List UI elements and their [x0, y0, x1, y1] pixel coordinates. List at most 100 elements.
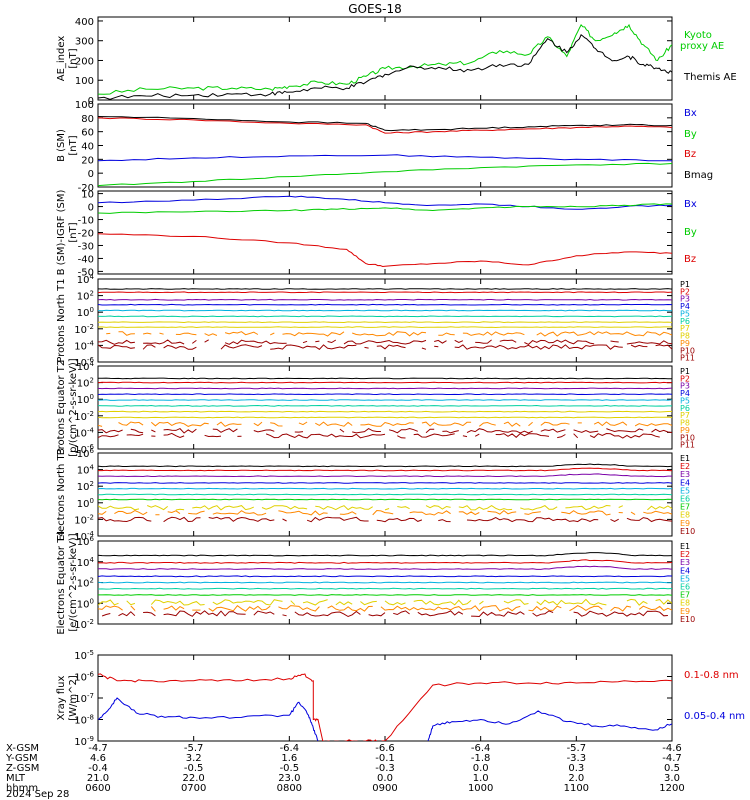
- ephemeris-value: 4.6: [90, 753, 106, 764]
- channel-line-P10: [151, 429, 156, 433]
- legend-P10: P10: [680, 433, 695, 442]
- y-tick-label: 100: [77, 597, 94, 610]
- channel-line-E10: [282, 518, 287, 522]
- channel-line-P10: [327, 339, 337, 344]
- legend-E4: E4: [680, 478, 690, 487]
- channel-line-E9: [278, 510, 328, 516]
- ephemeris-value: -0.1: [375, 753, 395, 764]
- channel-line-P10: [540, 428, 566, 433]
- series-line-green: [98, 162, 672, 187]
- channel-line-E8: [192, 505, 254, 511]
- channel-line-P9: [503, 421, 521, 427]
- y-tick-label: 102: [77, 480, 94, 493]
- ephemeris-value: -4.7: [662, 753, 682, 764]
- channel-line-P10: [626, 340, 672, 345]
- legend-E2: E2: [680, 462, 690, 471]
- channel-line-P8: [98, 416, 672, 419]
- channel-line-E8: [175, 508, 185, 511]
- channel-line-P1: [98, 377, 672, 380]
- channel-line-E3: [98, 473, 672, 478]
- channel-line-P4: [98, 393, 672, 396]
- channel-line-E8: [425, 505, 451, 510]
- channel-line-P11: [163, 344, 197, 350]
- ephemeris-date: 2024 Sep 28: [6, 789, 69, 800]
- channel-line-E9: [339, 511, 357, 515]
- series-line-blue: [427, 710, 672, 741]
- channel-line-E10: [417, 610, 464, 617]
- channel-line-P11: [630, 344, 648, 348]
- channel-line-P10: [98, 429, 123, 434]
- channel-line-P10: [454, 339, 464, 344]
- legend-0-05-0-4-nm: 0.05-0.4 nm: [684, 711, 745, 722]
- series-line-green: [98, 203, 672, 214]
- channel-line-P10: [573, 429, 599, 433]
- y-tick-label: 102: [77, 290, 94, 303]
- legend-proxy-ae: proxy AE: [680, 41, 724, 52]
- channel-line-P9: [360, 421, 414, 427]
- y-tick-label: 10-6: [74, 443, 94, 456]
- ephemeris-value: 0700: [181, 783, 206, 794]
- ephemeris-value: 0.0: [473, 763, 489, 774]
- channel-line-P6: [98, 315, 672, 318]
- channel-line-P9: [269, 332, 275, 336]
- channel-line-P9: [118, 421, 144, 426]
- y-tick-label: 10-2: [74, 618, 94, 631]
- channel-line-E10: [532, 610, 554, 617]
- legend-P9: P9: [680, 339, 690, 348]
- legend-P4: P4: [680, 302, 690, 311]
- legend-P3: P3: [680, 295, 690, 304]
- y-tick-label: -50: [78, 267, 94, 278]
- channel-line-E8: [290, 600, 296, 606]
- channel-line-P11: [204, 434, 222, 438]
- y-tick-label: 40: [81, 142, 94, 153]
- legend-E1: E1: [680, 542, 690, 551]
- channel-line-P9: [159, 332, 164, 335]
- channel-line-P10: [651, 428, 672, 433]
- channel-line-E10: [101, 613, 111, 617]
- channel-line-E5: [98, 487, 672, 490]
- y-tick-label: 10-4: [74, 339, 94, 352]
- channel-line-E8: [212, 599, 283, 606]
- legend-bz: Bz: [684, 149, 696, 160]
- channel-line-P11: [397, 435, 406, 439]
- plot-area: [98, 23, 672, 100]
- channel-line-E4: [98, 575, 672, 578]
- panel-5: 104 102 100 10-2 10-4 10-6 Protons Equator T2[…: [56, 358, 695, 457]
- channel-line-P6: [98, 404, 672, 407]
- y-tick-label: 400: [75, 17, 94, 28]
- y-tick-label: 60: [81, 128, 94, 139]
- legend-by: By: [684, 129, 697, 140]
- channel-line-E9: [278, 605, 320, 612]
- channel-line-E8: [520, 505, 558, 511]
- channel-line-P11: [376, 344, 406, 350]
- channel-line-E8: [315, 505, 373, 511]
- channel-line-E3: [98, 565, 672, 570]
- y-tick-label: 10-6: [74, 356, 94, 369]
- y-axis-unit: [W/m^2]: [68, 675, 79, 721]
- channel-line-E10: [118, 611, 136, 617]
- channel-line-P9: [540, 421, 570, 426]
- channel-line-E8: [126, 600, 136, 606]
- ephemeris-value: 0800: [277, 783, 302, 794]
- channel-line-P2: [98, 381, 672, 384]
- legend-P11: P11: [680, 354, 695, 363]
- ephemeris-value: -1.8: [471, 753, 491, 764]
- ephemeris-value: 3.0: [664, 773, 680, 784]
- y-axis-unit: [nT]: [68, 48, 79, 68]
- channel-line-P10: [302, 340, 308, 344]
- legend-0-1-0-8-nm: 0.1-0.8 nm: [684, 670, 739, 681]
- legend-E7: E7: [680, 591, 690, 600]
- y-axis-label: Electrons Equator T4: [56, 530, 67, 634]
- channel-line-P3: [98, 298, 672, 301]
- channel-line-P10: [388, 427, 418, 434]
- channel-line-E9: [561, 510, 611, 516]
- channel-line-P10: [130, 428, 144, 434]
- channel-line-P11: [421, 347, 427, 350]
- ephemeris-value: 1.6: [281, 753, 297, 764]
- channel-line-E9: [380, 605, 521, 612]
- channel-line-P11: [126, 433, 144, 437]
- channel-line-E10: [573, 610, 668, 617]
- channel-line-P10: [475, 339, 492, 344]
- channel-line-E8: [150, 599, 205, 606]
- channel-line-E8: [98, 599, 119, 606]
